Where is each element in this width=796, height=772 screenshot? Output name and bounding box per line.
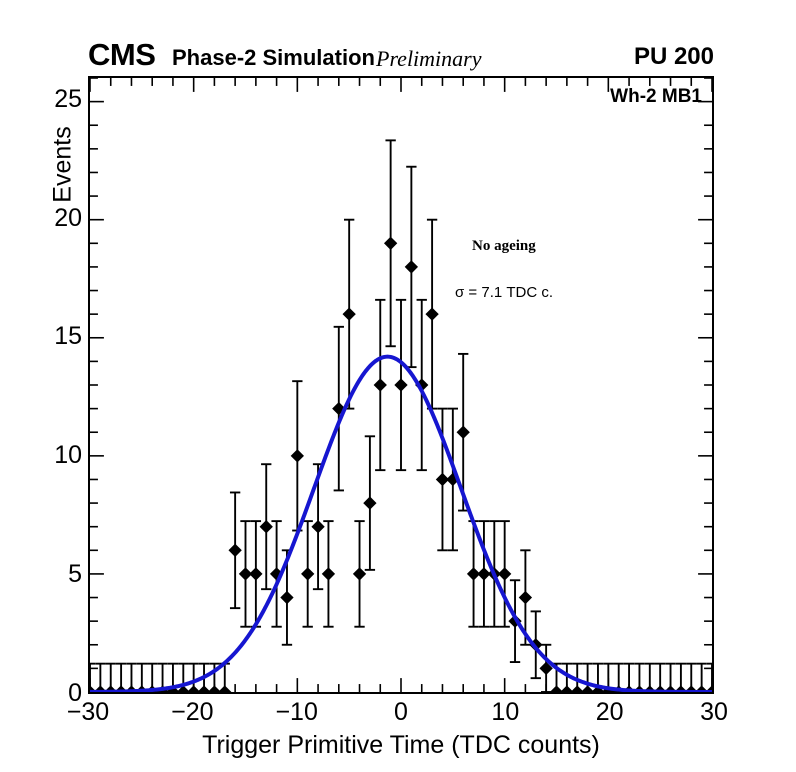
x-tick-label: −10 bbox=[275, 698, 318, 726]
x-tick-label: 10 bbox=[491, 698, 520, 726]
x-tick-label: 30 bbox=[700, 698, 728, 726]
chamber-label: Wh-2 MB1 bbox=[610, 86, 702, 107]
preliminary-label: Preliminary bbox=[376, 46, 482, 71]
x-axis-title: Trigger Primitive Time (TDC counts) bbox=[202, 731, 600, 759]
y-tick-label: 10 bbox=[54, 441, 82, 470]
simulation-label: Phase-2 Simulation bbox=[172, 45, 375, 70]
ageing-label: No ageing bbox=[472, 238, 536, 254]
x-tick-label: −20 bbox=[171, 698, 214, 726]
y-axis-tick-labels: 0 5 10 15 20 25 bbox=[26, 0, 82, 772]
pileup-label: PU 200 bbox=[633, 43, 714, 70]
x-tick-label: −30 bbox=[66, 698, 110, 726]
y-tick-label: 0 bbox=[68, 679, 82, 707]
plot-canvas bbox=[90, 78, 712, 692]
cms-logo-text: CMS bbox=[88, 37, 156, 72]
y-tick-label: 5 bbox=[68, 560, 82, 589]
x-axis-tick-labels: −30 −20 −10 0 10 20 30 bbox=[0, 700, 796, 740]
plot-header: CMS Phase-2 Simulation Preliminary PU 20… bbox=[88, 37, 714, 72]
plot-frame: Wh-2 MB1 No ageing σ = 7.1 TDC c. bbox=[88, 76, 714, 694]
x-tick-label: 0 bbox=[394, 698, 408, 726]
sigma-label: σ = 7.1 TDC c. bbox=[455, 284, 554, 301]
x-tick-label: 20 bbox=[595, 698, 624, 726]
y-tick-label: 25 bbox=[54, 84, 82, 113]
y-tick-label: 15 bbox=[54, 322, 82, 351]
y-tick-label: 20 bbox=[54, 203, 82, 232]
